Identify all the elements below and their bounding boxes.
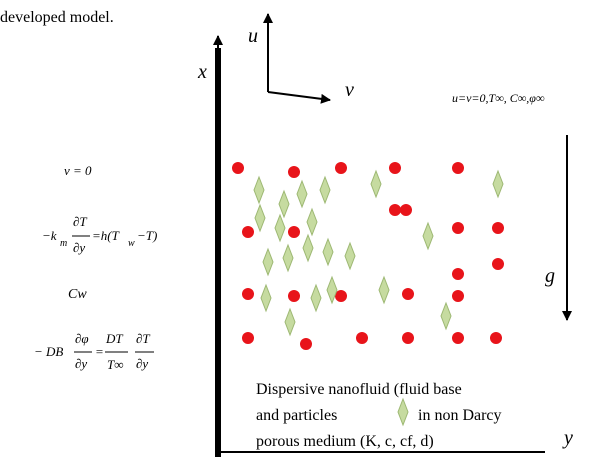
green-particle — [371, 171, 381, 197]
diagram: developed model. x y u v u=v=0,T∞, C∞,φ∞… — [0, 0, 605, 457]
green-particle — [303, 235, 313, 261]
red-particle — [492, 258, 504, 270]
red-particle — [288, 290, 300, 302]
red-particle — [232, 162, 244, 174]
green-particle — [311, 285, 321, 311]
red-particle — [288, 226, 300, 238]
velocity-bc: v = 0 — [64, 163, 92, 178]
description-line: Dispersive nanofluid (fluid base — [256, 381, 462, 398]
red-particle — [389, 162, 401, 174]
red-particle — [242, 332, 254, 344]
eq-part: T∞ — [107, 357, 124, 372]
eq-part: m — [60, 238, 67, 249]
green-particle — [320, 177, 330, 203]
green-particle — [283, 245, 293, 271]
red-particle — [490, 332, 502, 344]
green-particle — [441, 303, 451, 329]
description-line: in non Darcy — [418, 407, 502, 424]
green-particle — [261, 285, 271, 311]
green-particle — [345, 243, 355, 269]
green-particle — [327, 277, 337, 303]
red-particle — [288, 166, 300, 178]
eq-part: w — [128, 238, 135, 249]
red-particle — [452, 222, 464, 234]
green-particle — [254, 177, 264, 203]
eq-part: =h(T — [92, 228, 120, 243]
v-label: v — [345, 79, 354, 101]
eq-part: −T) — [137, 228, 157, 243]
green-particle — [307, 209, 317, 235]
green-particle — [423, 223, 433, 249]
gravity-label: g — [545, 265, 555, 287]
red-particle — [242, 226, 254, 238]
u-label: u — [248, 25, 258, 47]
page: {"caption": "developed model.", "axes": … — [0, 0, 605, 457]
description: Dispersive nanofluid (fluid base and par… — [256, 381, 502, 450]
green-particle — [379, 277, 389, 303]
eq-part: ∂y — [73, 240, 85, 255]
eq-part: ∂y — [136, 356, 148, 371]
red-particle — [400, 204, 412, 216]
y-label: y — [562, 427, 573, 449]
description-line: porous medium (K, c, cf, d) — [256, 433, 434, 450]
red-particle — [356, 332, 368, 344]
red-particle — [402, 288, 414, 300]
red-particle — [335, 162, 347, 174]
eq-part: ∂φ — [75, 331, 89, 346]
temperature-bc: −k m ∂T ∂y =h(T w −T) — [42, 214, 157, 255]
green-particle — [279, 191, 289, 217]
eq-part: −k — [42, 228, 57, 243]
green-particle — [263, 249, 273, 275]
green-particle — [493, 171, 503, 197]
red-particle — [452, 332, 464, 344]
green-particle — [323, 239, 333, 265]
far-field: u=v=0,T∞, C∞,φ∞ — [452, 91, 545, 105]
red-particle — [402, 332, 414, 344]
concentration-bc: Cw — [68, 287, 87, 302]
x-label: x — [197, 61, 207, 83]
red-particle — [452, 268, 464, 280]
red-particle — [300, 338, 312, 350]
red-particle — [452, 162, 464, 174]
caption: developed model. — [0, 9, 114, 26]
eq-part: ∂T — [73, 214, 87, 229]
eq-part: = — [95, 344, 104, 359]
red-particle — [492, 222, 504, 234]
eq-part: ∂T — [136, 331, 150, 346]
eq-part: ∂y — [75, 356, 87, 371]
green-particle — [275, 215, 285, 241]
particle-bc: − DB ∂φ ∂y = DT T∞ ∂T ∂y — [34, 331, 154, 372]
red-particle — [242, 288, 254, 300]
green-particle — [285, 309, 295, 335]
v-arrow — [268, 92, 330, 100]
red-particle — [389, 204, 401, 216]
green-particle — [297, 181, 307, 207]
description-line: and particles — [256, 407, 337, 424]
eq-part: − DB — [34, 344, 63, 359]
eq-part: DT — [105, 331, 123, 346]
green-particle — [255, 205, 265, 231]
red-particle — [452, 290, 464, 302]
green-particle — [398, 399, 408, 425]
